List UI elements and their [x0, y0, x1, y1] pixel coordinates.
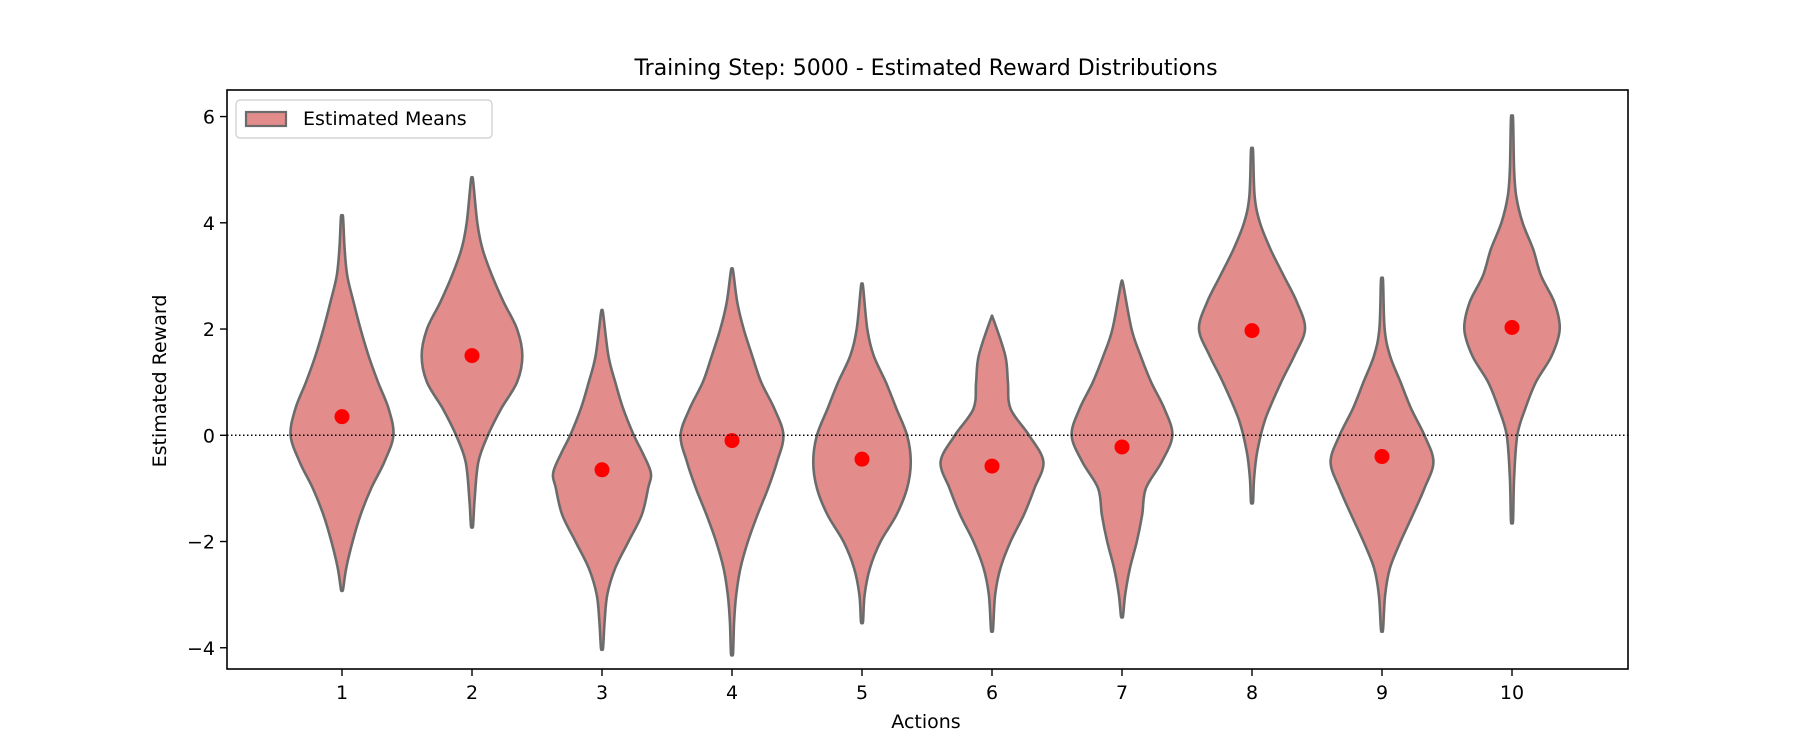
x-tick-label: 7: [1116, 682, 1128, 704]
violin-action-4: [679, 266, 785, 657]
mean-marker-action-9: [1374, 449, 1390, 465]
x-tick-label: 8: [1246, 682, 1258, 704]
mean-marker-action-1: [334, 409, 350, 425]
x-tick-label: 9: [1376, 682, 1388, 704]
y-tick-label: 6: [203, 107, 215, 129]
y-axis-ticks: −4 −2 0 2 4 6: [187, 107, 227, 660]
y-tick-label: 0: [203, 425, 215, 447]
x-axis-label: Actions: [891, 711, 960, 733]
x-tick-label: 1: [336, 682, 348, 704]
x-tick-label: 2: [466, 682, 478, 704]
legend-swatch: [244, 110, 288, 128]
mean-marker-action-10: [1504, 319, 1520, 335]
x-axis-ticks: 1 2 3 4 5 6 7 8 9 10: [336, 669, 1524, 704]
mean-marker-action-5: [854, 451, 870, 467]
y-tick-label: 4: [203, 213, 215, 235]
y-tick-label: −2: [187, 532, 215, 554]
violin-action-10: [1462, 114, 1562, 525]
mean-marker-action-3: [594, 462, 610, 478]
violins: [289, 114, 1562, 657]
mean-marker-action-4: [724, 433, 740, 449]
x-tick-label: 6: [986, 682, 998, 704]
violin-action-3: [551, 308, 653, 651]
mean-marker-action-6: [984, 458, 1000, 474]
y-tick-label: 2: [203, 319, 215, 341]
plot-frame: [226, 89, 1629, 670]
legend-box: [235, 99, 493, 139]
mean-marker-action-2: [464, 348, 480, 364]
mean-markers: [334, 319, 1520, 478]
chart-title: Training Step: 5000 - Estimated Reward D…: [633, 56, 1217, 81]
y-tick-label: −4: [187, 638, 215, 660]
violin-action-1: [289, 213, 395, 593]
x-tick-label: 5: [856, 682, 868, 704]
y-axis-label: Estimated Reward: [149, 295, 171, 468]
x-tick-label: 3: [596, 682, 608, 704]
mean-marker-action-7: [1114, 439, 1130, 455]
legend: Estimated Means: [235, 99, 493, 139]
x-tick-label: 4: [726, 682, 738, 704]
violin-action-6: [939, 314, 1045, 633]
legend-label: Estimated Means: [303, 108, 467, 130]
x-tick-label: 10: [1500, 682, 1524, 704]
mean-marker-action-8: [1244, 323, 1260, 339]
